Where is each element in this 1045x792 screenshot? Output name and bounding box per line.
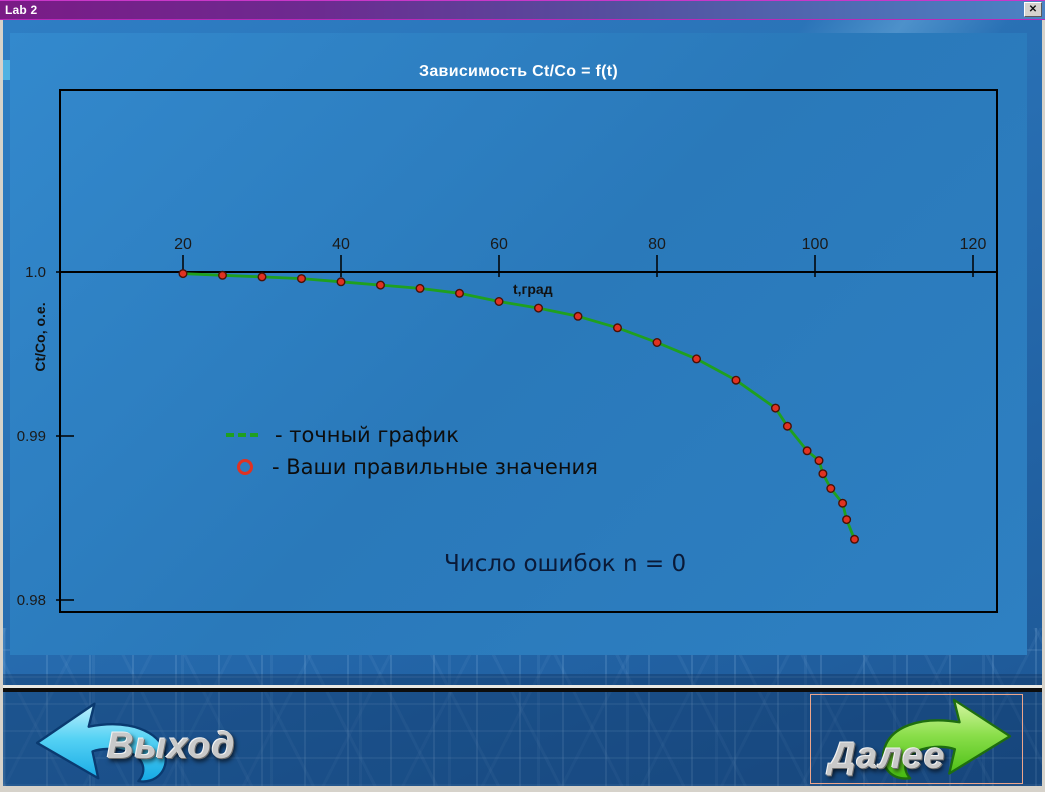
data-point-marker [838, 498, 848, 508]
window-titlebar: Lab 2 [0, 0, 1045, 20]
data-point-marker [613, 323, 623, 333]
data-point-marker [573, 311, 583, 321]
data-point-marker [178, 269, 188, 279]
data-point-marker [376, 280, 386, 290]
x-tick-label: 100 [802, 236, 829, 253]
exit-button-label: Выход [107, 725, 236, 766]
data-point-marker [782, 421, 792, 431]
chart-panel: Зависимость Ct/Co = f(t) 20 40 60 80 100 120 1… [10, 33, 1027, 655]
data-point-marker [297, 274, 307, 284]
x-tick-label: 60 [490, 236, 508, 253]
data-point-marker [731, 375, 741, 385]
chart-plot: 20 40 60 80 100 120 1.0 0.99 0.98 t,град Ct/Co, o.… [17, 89, 998, 613]
y-tick-label: 0.98 [17, 592, 46, 609]
data-point-marker [257, 272, 267, 282]
data-point-marker [818, 469, 828, 479]
window-title: Lab 2 [5, 3, 38, 17]
error-count-text: Число ошибок n = 0 [444, 551, 687, 577]
separator-line [3, 685, 1042, 688]
data-point-marker [826, 484, 836, 494]
x-axis-label: t,град [513, 281, 553, 297]
y-axis-label: Ct/Co, o.e. [32, 302, 48, 371]
x-tick-label: 40 [332, 236, 350, 253]
red-circle-icon [237, 459, 253, 475]
legend-label: - точный график [275, 423, 459, 447]
legend-label: - Ваши правильные значения [272, 455, 598, 479]
legend-item-your-values: - Ваши правильные значения [226, 451, 598, 483]
data-point-marker [692, 354, 702, 364]
data-point-marker [850, 534, 860, 544]
data-point-marker [415, 283, 425, 293]
data-point-marker [814, 456, 824, 466]
next-button[interactable]: Далее [810, 694, 1023, 784]
data-point-marker [842, 515, 852, 525]
plot-frame [59, 89, 998, 613]
x-tick-label: 80 [648, 236, 666, 253]
chart-legend: - точный график - Ваши правильные значен… [226, 419, 598, 483]
exact-graph-line [182, 272, 856, 540]
legend-item-exact-graph: - точный график [226, 419, 598, 451]
data-point-marker [336, 277, 346, 287]
chart-title: Зависимость Ct/Co = f(t) [419, 63, 618, 80]
green-dashed-line-icon [226, 433, 258, 437]
data-point-marker [652, 338, 662, 348]
data-point-marker [771, 403, 781, 413]
footer-shade [3, 674, 1042, 786]
next-button-label: Далее [829, 735, 946, 776]
data-point-marker [494, 297, 504, 307]
decor-notch [3, 60, 11, 80]
data-point-marker [455, 288, 465, 298]
close-icon[interactable]: ✕ [1024, 2, 1042, 17]
data-point-marker [217, 270, 227, 280]
x-tick-label: 20 [174, 236, 192, 253]
window-background: Зависимость Ct/Co = f(t) 20 40 60 80 100 120 1… [3, 20, 1042, 786]
x-tick-label: 120 [960, 236, 987, 253]
data-point-marker [534, 303, 544, 313]
y-tick-label: 0.99 [17, 428, 46, 445]
y-tick-label: 1.0 [25, 264, 46, 281]
exit-button[interactable]: Выход [15, 696, 245, 784]
data-point-marker [802, 446, 812, 456]
separator-line [3, 688, 1042, 692]
